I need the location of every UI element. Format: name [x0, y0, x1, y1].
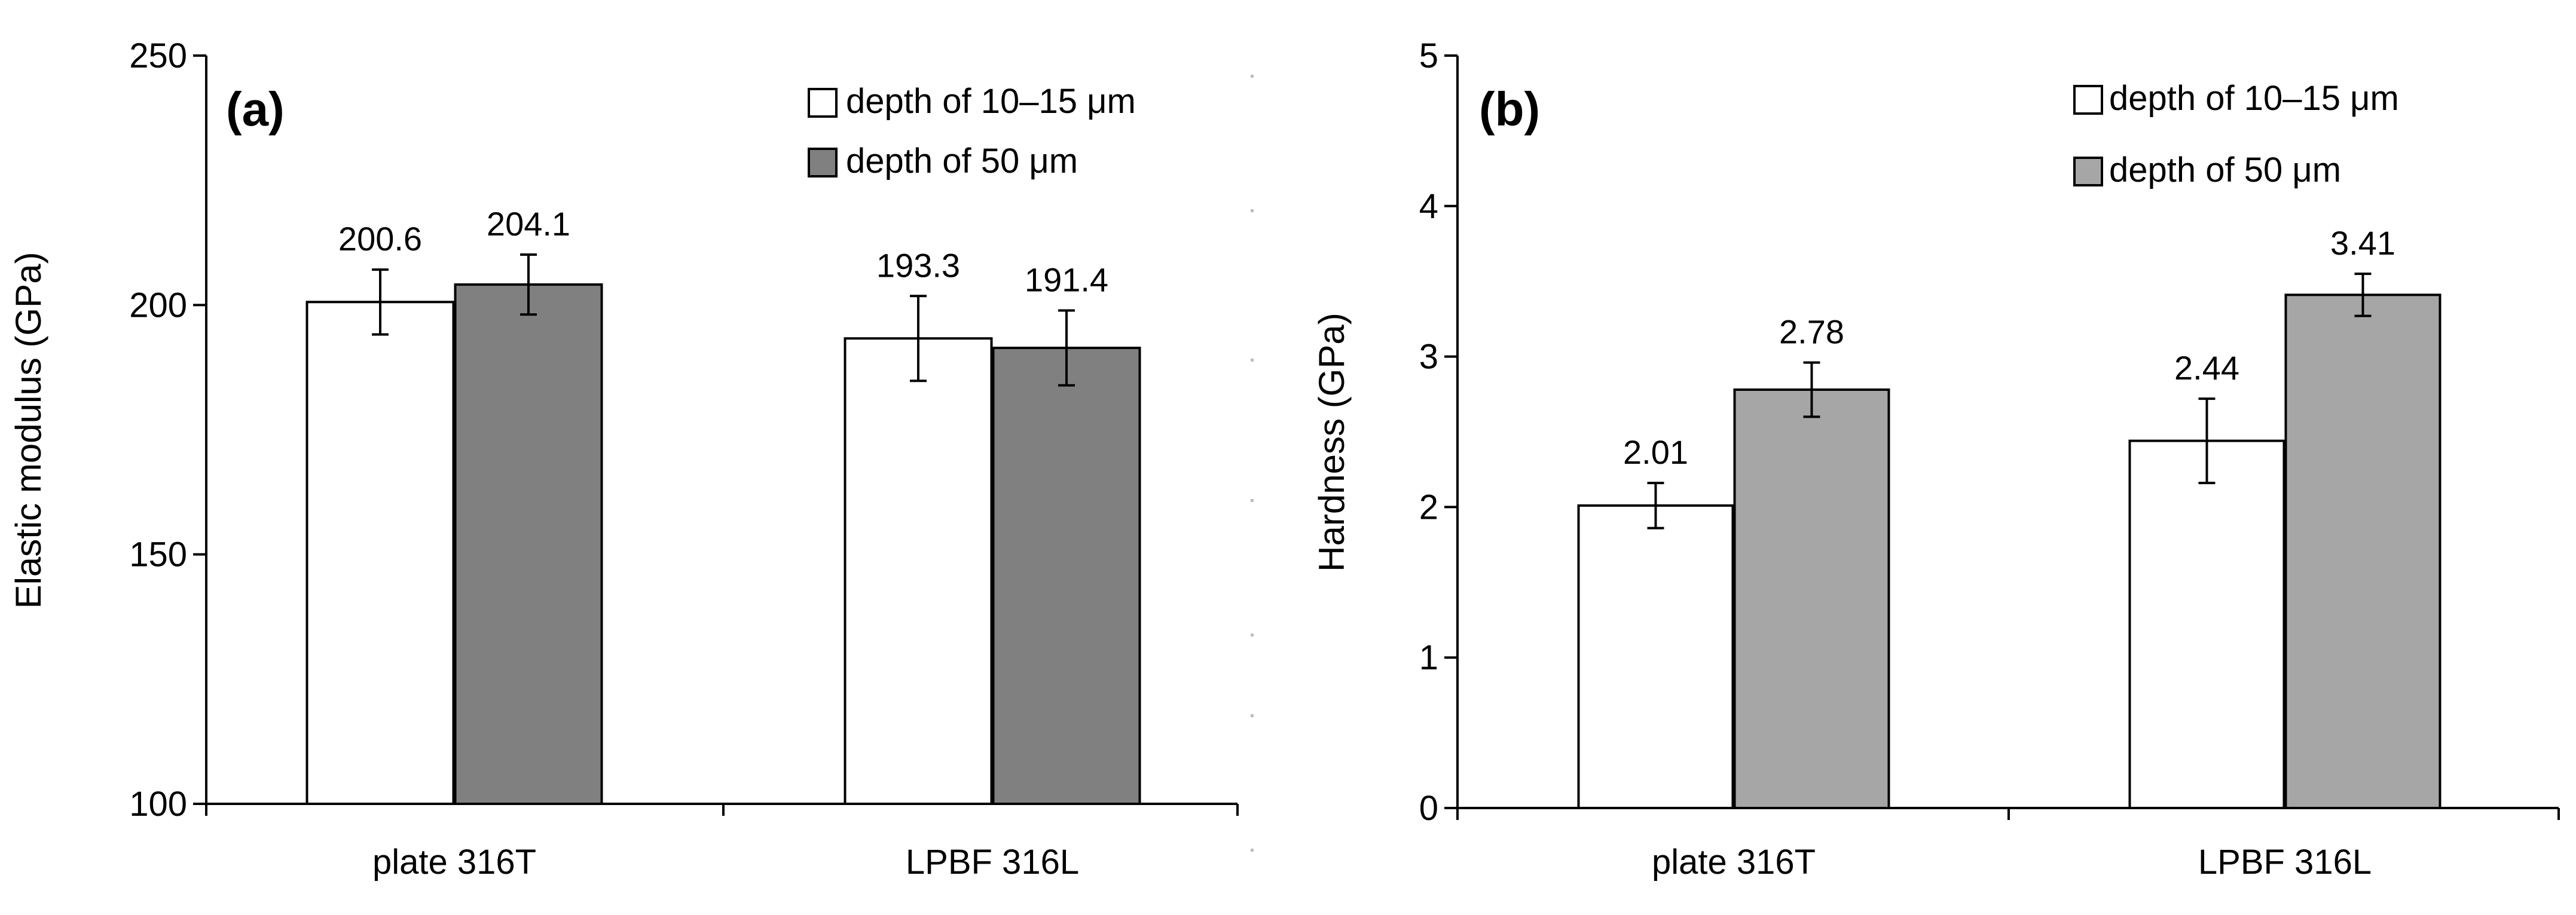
legend-swatch: [808, 88, 838, 118]
bar-depth-50-lpbf-316l: [992, 347, 1141, 805]
bar-depth-50-plate-316t: [454, 283, 603, 805]
legend-label: depth of 10–15 μm: [846, 82, 1136, 121]
legend-swatch: [2073, 157, 2103, 186]
data-label: 204.1: [487, 205, 570, 243]
separator-dots: [1251, 75, 1254, 852]
y-tick-label: 4: [1419, 187, 1438, 226]
legend-swatch: [808, 148, 838, 178]
panel-label: (a): [226, 82, 285, 136]
separator-dot: [1251, 499, 1254, 502]
y-tick-label: 3: [1419, 338, 1438, 377]
y-tick-label: 2: [1419, 488, 1438, 527]
x-category-label: LPBF 316L: [906, 843, 1079, 882]
y-tick-label: 0: [1419, 789, 1438, 828]
bar-depth-10-15-lpbf-316l: [2128, 439, 2285, 809]
y-tick-label: 1: [1419, 638, 1438, 677]
y-tick-label: 100: [129, 785, 187, 824]
bar-depth-50-lpbf-316l: [2284, 293, 2441, 809]
separator-dot: [1251, 634, 1254, 636]
chart-panel-a: 100 150 200 250 Elastic modulus (GPa) (a) 200.…: [8, 36, 1239, 882]
data-label: 3.41: [2330, 224, 2395, 262]
bar-depth-10-15-plate-316t: [1577, 504, 1734, 810]
separator-dot: [1251, 849, 1254, 852]
x-category-label: LPBF 316L: [2198, 843, 2372, 882]
separator-dot: [1251, 75, 1254, 78]
legend-swatch: [2073, 85, 2103, 115]
y-axis-label: Hardness (GPa): [1312, 313, 1352, 571]
data-label: 200.6: [338, 220, 422, 258]
data-label: 2.01: [1623, 433, 1688, 471]
separator-dot: [1251, 714, 1254, 717]
separator-dot: [1251, 209, 1254, 212]
x-category-label: plate 316T: [1652, 843, 1816, 882]
y-tick-label: 5: [1419, 36, 1438, 75]
data-label: 191.4: [1025, 261, 1108, 299]
data-label: 2.78: [1779, 313, 1844, 351]
y-tick-label: 200: [129, 286, 187, 325]
legend-label: depth of 50 μm: [2109, 151, 2341, 189]
legend-label: depth of 10–15 μm: [2109, 79, 2399, 118]
bar-depth-10-15-plate-316t: [305, 301, 455, 806]
chart-panel-b: 0 1 2 3 4 5 Hardness (GPa) (b) 2.01 2.78 plate 316…: [1312, 36, 2560, 882]
separator-dot: [1251, 359, 1254, 362]
bar-depth-10-15-lpbf-316l: [844, 337, 993, 805]
data-label: 193.3: [876, 246, 960, 284]
panel-label: (b): [1479, 82, 1540, 136]
y-axis-label: Elastic modulus (GPa): [8, 252, 48, 609]
y-tick-label: 250: [129, 36, 187, 75]
y-tick-label: 150: [129, 535, 187, 574]
legend-label: depth of 50 μm: [846, 142, 1078, 180]
bar-depth-50-plate-316t: [1733, 388, 1890, 809]
data-label: 2.44: [2174, 349, 2239, 387]
x-category-label: plate 316T: [372, 843, 536, 882]
